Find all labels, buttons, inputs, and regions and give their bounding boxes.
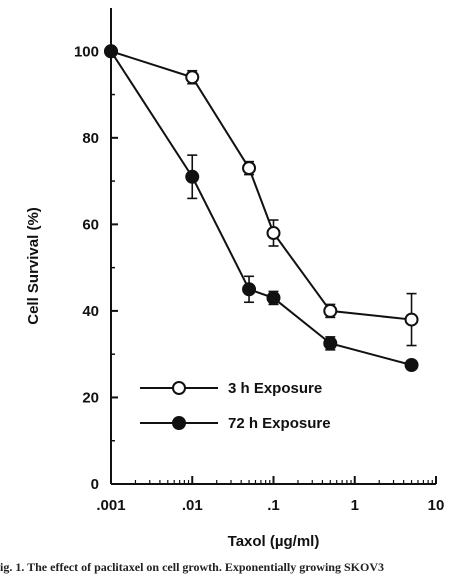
legend-marker	[172, 381, 186, 395]
x-tick-label: .1	[267, 497, 280, 514]
y-axis-title: Cell Survival (%)	[25, 207, 42, 325]
legend-label: 72 h Exposure	[228, 415, 331, 432]
x-tick-label: 10	[428, 497, 445, 514]
x-tick-label: .001	[96, 497, 125, 514]
data-point	[242, 282, 257, 297]
data-point	[404, 312, 419, 327]
y-tick-label: 20	[82, 389, 99, 406]
data-point	[185, 169, 200, 184]
data-point	[266, 226, 281, 241]
data-point	[323, 336, 338, 351]
data-point	[104, 44, 118, 59]
legend-label: 3 h Exposure	[228, 380, 322, 397]
axis-ticks: 0 20 40 60 80 100 .001 .01 .1 1 10	[74, 43, 444, 514]
data-point	[266, 290, 281, 305]
legend: 3 h Exposure 72 h Exposure	[140, 380, 331, 432]
figure-caption: ig. 1. The effect of paclitaxel on cell …	[0, 560, 384, 574]
x-tick-label: 1	[351, 497, 359, 514]
series-line-1	[110, 50, 412, 366]
data-point	[404, 358, 419, 372]
y-tick-label: 80	[82, 130, 99, 147]
series-layer	[104, 44, 419, 372]
data-point	[242, 161, 257, 176]
legend-marker	[172, 416, 186, 430]
y-tick-label: 60	[82, 216, 99, 233]
chart-svg: 0 20 40 60 80 100 .001 .01 .1 1 10 3 h Exposure 72 …	[25, 8, 444, 550]
x-tick-label: .01	[182, 497, 203, 514]
y-tick-label: 100	[74, 43, 99, 60]
y-tick-label: 0	[91, 476, 99, 493]
data-point	[323, 303, 338, 318]
series-line-0	[110, 50, 412, 321]
data-point	[185, 70, 200, 85]
y-tick-label: 40	[82, 303, 99, 320]
x-axis-title: Taxol (µg/ml)	[228, 533, 320, 550]
